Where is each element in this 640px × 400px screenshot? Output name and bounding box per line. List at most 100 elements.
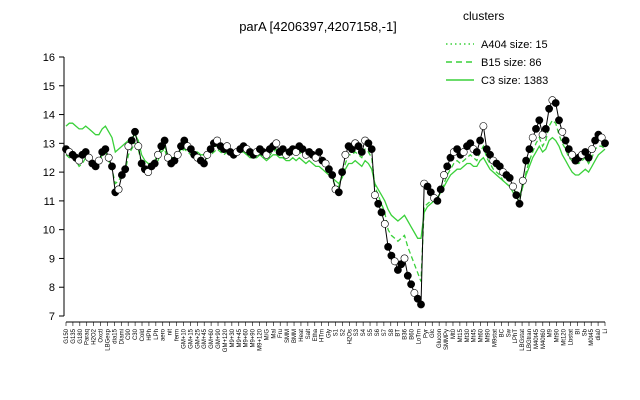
data-point — [541, 124, 550, 133]
data-point — [601, 139, 609, 148]
x-tick-label: Gly — [327, 329, 333, 338]
x-tick-label: Mt30 — [465, 328, 471, 342]
legend-label-c3: C3 size: 1383 — [481, 75, 548, 87]
data-point — [440, 171, 448, 179]
x-tick-label: GM+15 — [188, 328, 194, 349]
data-point — [124, 142, 133, 151]
data-point — [180, 136, 189, 145]
x-tick-label: G135 — [71, 328, 77, 343]
x-tick-label: aero — [161, 328, 167, 341]
data-point — [341, 150, 350, 159]
x-tick-label: LBGstat — [520, 329, 526, 351]
data-point — [403, 271, 412, 280]
data-point — [410, 289, 419, 297]
data-point — [384, 242, 392, 251]
data-point — [370, 191, 379, 199]
x-tick-label: M9+120 — [257, 328, 263, 351]
data-point — [476, 136, 484, 145]
data-point — [206, 145, 215, 153]
data-point — [315, 148, 323, 156]
data-point — [584, 153, 593, 162]
chart-title: parA [4206397,4207158,-1] — [239, 19, 397, 34]
data-point — [443, 162, 452, 171]
data-point — [472, 148, 481, 156]
data-point — [390, 257, 399, 266]
data-point — [393, 266, 402, 274]
y-tick-label: 9 — [49, 253, 55, 265]
data-point — [367, 145, 376, 153]
x-tick-label: Mal — [271, 329, 277, 339]
x-tick-label: BT — [396, 329, 402, 337]
data-point — [101, 145, 110, 153]
data-point — [357, 148, 366, 156]
data-point — [433, 196, 442, 205]
data-point — [186, 145, 195, 153]
y-tick-label: 14 — [43, 110, 55, 122]
x-tick-label: Salt — [306, 329, 312, 340]
data-point — [311, 153, 320, 162]
x-tick-label: M9+30 — [230, 328, 236, 347]
data-point — [568, 150, 576, 159]
data-point — [137, 159, 146, 168]
data-point — [564, 145, 573, 153]
x-tick-label: Mt60 — [479, 328, 485, 342]
legend-title: clusters — [463, 9, 504, 23]
x-tick-label: GM+10 — [181, 328, 187, 349]
x-tick-label: M40t60 — [541, 328, 547, 349]
x-tick-label: C90 — [126, 328, 132, 340]
data-point — [347, 145, 356, 153]
data-point — [203, 150, 212, 159]
x-axis: G150 G135 G180 Paraq H2O2 Oxctl LBGexp dia15 Dia… — [64, 321, 609, 352]
data-point — [81, 148, 90, 156]
y-tick-label: 15 — [43, 81, 55, 93]
data-point — [104, 153, 113, 162]
data-point — [163, 153, 172, 162]
y-tick-label: 16 — [43, 52, 55, 64]
y-tick-label: 7 — [49, 311, 55, 323]
data-point — [278, 145, 287, 153]
data-point — [387, 251, 396, 260]
data-point — [591, 136, 599, 145]
x-tick-label: LPh — [154, 329, 160, 340]
x-tick-label: M9+45 — [237, 328, 243, 347]
data-point — [108, 162, 116, 171]
data-point — [581, 148, 590, 156]
series-line-a404 — [65, 99, 606, 307]
data-point — [397, 260, 406, 269]
x-tick-label: Glc — [430, 329, 436, 338]
x-tick-label: SMMPy — [444, 329, 450, 350]
data-point — [525, 145, 534, 153]
data-point — [535, 116, 544, 125]
x-tick-label: M9stat — [492, 329, 498, 347]
data-point — [298, 145, 307, 153]
x-tick-label: LPhT — [513, 329, 519, 344]
y-tick-label: 8 — [49, 282, 55, 294]
x-tick-label: GM+60 — [209, 328, 215, 349]
x-tick-label: S6 — [375, 328, 381, 336]
data-point — [551, 99, 560, 107]
data-point — [588, 145, 596, 153]
x-tick-label: G150 — [64, 328, 70, 343]
x-tick-label: Etha — [313, 328, 319, 341]
data-point — [407, 280, 415, 289]
x-tick-label: Pyr — [423, 329, 429, 338]
data-point — [436, 185, 445, 194]
data-point — [377, 208, 386, 217]
data-point — [558, 127, 567, 136]
x-tick-label: GM+25 — [195, 328, 201, 349]
x-tick-label: Cold — [140, 329, 146, 341]
x-tick-label: nit — [168, 329, 174, 336]
data-point — [95, 156, 103, 165]
data-point — [144, 168, 153, 176]
data-point — [364, 139, 373, 148]
x-tick-label: Glucon — [437, 329, 443, 348]
y-axis: 7 8 9 10 11 12 13 14 15 16 — [43, 52, 65, 323]
x-tick-label: S7 — [382, 328, 388, 336]
x-tick-label: Mt0 — [451, 328, 457, 339]
x-tick-label: S3 — [354, 328, 360, 336]
data-point — [173, 150, 182, 159]
data-point — [453, 145, 461, 153]
data-point — [597, 133, 606, 142]
data-point — [528, 133, 537, 142]
x-tick-label: M/G — [264, 329, 270, 341]
